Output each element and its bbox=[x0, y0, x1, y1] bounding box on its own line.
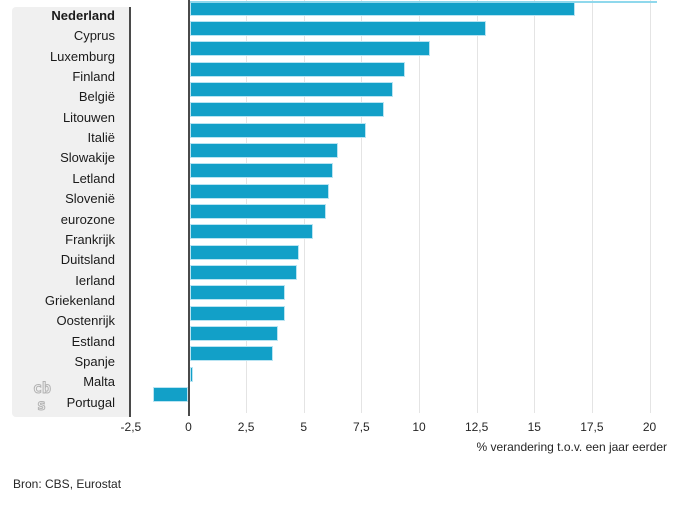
bar bbox=[189, 366, 193, 382]
row-label: Malta bbox=[83, 374, 115, 390]
row-label: Slovenië bbox=[65, 191, 115, 207]
row-label: Slowakije bbox=[60, 150, 115, 166]
x-axis-label: % verandering t.o.v. een jaar eerder bbox=[476, 440, 667, 454]
row-label: Estland bbox=[71, 333, 115, 349]
x-tick-label: 10 bbox=[412, 420, 426, 434]
clipped-top-edge-line bbox=[189, 1, 658, 3]
bar bbox=[189, 204, 327, 219]
bar bbox=[189, 285, 285, 301]
row-label: België bbox=[78, 89, 115, 105]
category-label-panel: cb s Nederland Cyprus Luxemburg Finland Belg… bbox=[12, 7, 131, 417]
x-tick-label: 17,5 bbox=[580, 420, 604, 434]
row-label: Letland bbox=[72, 170, 115, 186]
row-label: Griekenland bbox=[44, 292, 115, 308]
bar bbox=[189, 224, 313, 240]
x-tick-label: -2,5 bbox=[120, 420, 142, 434]
bar bbox=[189, 102, 385, 118]
gridline bbox=[591, 0, 593, 413]
bar bbox=[189, 183, 329, 199]
bar bbox=[189, 163, 334, 179]
bar bbox=[189, 122, 366, 138]
bar bbox=[189, 41, 431, 57]
x-tick-label: 0 bbox=[185, 420, 192, 434]
bar bbox=[189, 326, 279, 342]
x-tick-label: 20 bbox=[642, 420, 657, 434]
x-tick-label: 12,5 bbox=[464, 420, 489, 434]
bar bbox=[189, 81, 394, 97]
row-label: Duitsland bbox=[60, 252, 115, 268]
row-label: Ierland bbox=[75, 272, 115, 288]
row-label: Litouwen bbox=[62, 109, 115, 125]
source-note: Bron: CBS, Eurostat bbox=[13, 477, 122, 491]
bar bbox=[189, 20, 486, 36]
gridline bbox=[649, 0, 651, 413]
row-label: Nederland bbox=[51, 8, 115, 23]
gridline bbox=[419, 0, 420, 413]
x-tick-label: 2,5 bbox=[237, 420, 255, 434]
row-label: eurozone bbox=[60, 211, 115, 227]
row-label: Luxemburg bbox=[49, 48, 115, 64]
bar bbox=[189, 244, 299, 260]
row-label: Oostenrijk bbox=[56, 313, 115, 329]
x-tick-label: 5 bbox=[300, 420, 308, 434]
zero-axis-line bbox=[187, 0, 190, 416]
bar bbox=[189, 142, 339, 158]
svg-text:cb: cb bbox=[33, 379, 51, 397]
svg-text:s: s bbox=[37, 396, 46, 414]
x-tick-label: 7,5 bbox=[353, 420, 370, 434]
row-label: Finland bbox=[72, 69, 115, 85]
x-tick-label: 15 bbox=[527, 420, 541, 434]
bar bbox=[152, 387, 189, 403]
gridline bbox=[476, 0, 478, 413]
cbs-logo: cb s bbox=[33, 379, 52, 415]
row-label: Frankrijk bbox=[65, 231, 115, 247]
bar bbox=[189, 346, 274, 362]
row-label: Spanje bbox=[74, 353, 115, 369]
gridline bbox=[534, 0, 536, 413]
bar bbox=[189, 305, 285, 321]
row-label: Italië bbox=[87, 130, 115, 146]
gridline bbox=[361, 0, 363, 413]
bar bbox=[189, 61, 405, 77]
row-label: Portugal bbox=[66, 394, 115, 410]
row-label: Cyprus bbox=[73, 28, 115, 44]
bar bbox=[189, 265, 297, 281]
